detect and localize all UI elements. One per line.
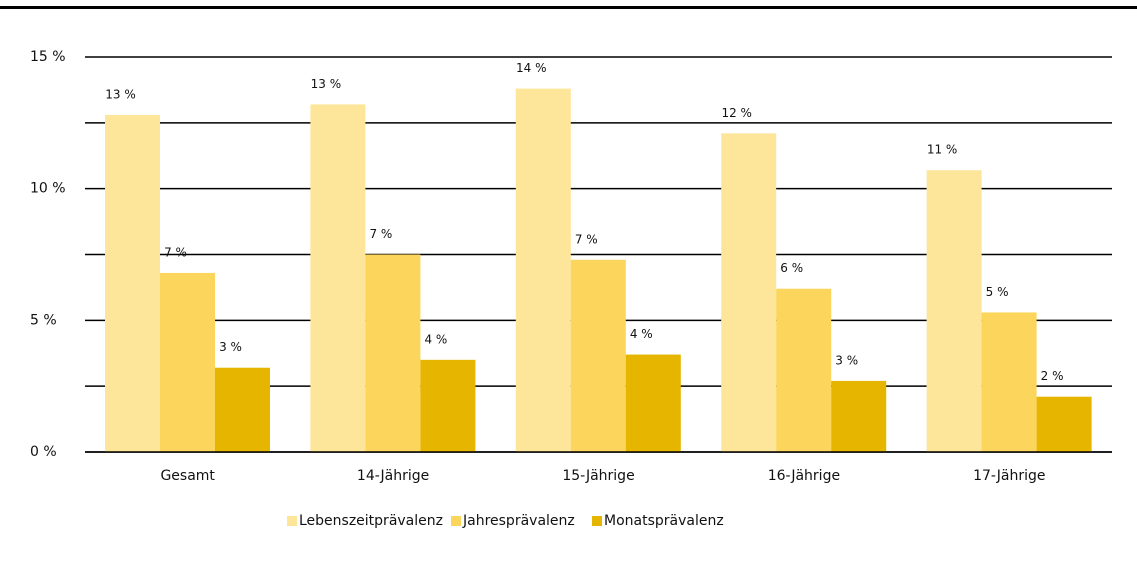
legend-swatch (592, 516, 602, 526)
legend-label: Monatsprävalenz (604, 513, 724, 529)
value-label: 3 % (835, 353, 858, 367)
value-label: 2 % (1041, 369, 1064, 383)
value-label: 7 % (369, 227, 392, 241)
bar (570, 259, 626, 452)
value-label: 7 % (164, 245, 187, 259)
bar (310, 104, 366, 453)
value-label: 14 % (516, 61, 547, 75)
value-label: 7 % (575, 232, 598, 246)
y-tick-label: 15 % (30, 49, 66, 65)
bar (215, 367, 270, 452)
bar (160, 272, 215, 452)
bar (776, 288, 832, 452)
x-tick-label: 16-Jährige (768, 468, 840, 484)
bar (926, 170, 982, 452)
bar (625, 354, 681, 452)
bar (981, 312, 1037, 452)
value-label: 6 % (780, 261, 803, 275)
y-tick-label: 0 % (30, 444, 57, 460)
legend-swatch (287, 516, 297, 526)
top-rule (0, 6, 1137, 9)
bar (831, 380, 887, 452)
bar (365, 254, 421, 452)
value-label: 4 % (424, 332, 447, 346)
legend-label: Lebenszeitprävalenz (299, 513, 443, 529)
value-label: 5 % (986, 285, 1009, 299)
x-tick-label: 15-Jährige (562, 468, 634, 484)
legend-label: Jahresprävalenz (462, 513, 575, 529)
value-label: 13 % (105, 87, 136, 101)
value-label: 12 % (721, 106, 752, 120)
y-tick-label: 5 % (30, 312, 57, 328)
value-label: 11 % (927, 143, 958, 157)
legend-swatch (451, 516, 461, 526)
bar (420, 359, 476, 452)
bar (1036, 396, 1092, 452)
x-tick-label: 14-Jährige (357, 468, 429, 484)
value-label: 13 % (311, 77, 342, 91)
value-label: 3 % (219, 340, 242, 354)
bar (721, 133, 777, 452)
y-tick-label: 10 % (30, 181, 66, 197)
x-tick-label: Gesamt (160, 468, 215, 484)
value-label: 4 % (630, 327, 653, 341)
bar (515, 88, 571, 452)
x-tick-label: 17-Jährige (973, 468, 1045, 484)
bar (105, 114, 160, 452)
